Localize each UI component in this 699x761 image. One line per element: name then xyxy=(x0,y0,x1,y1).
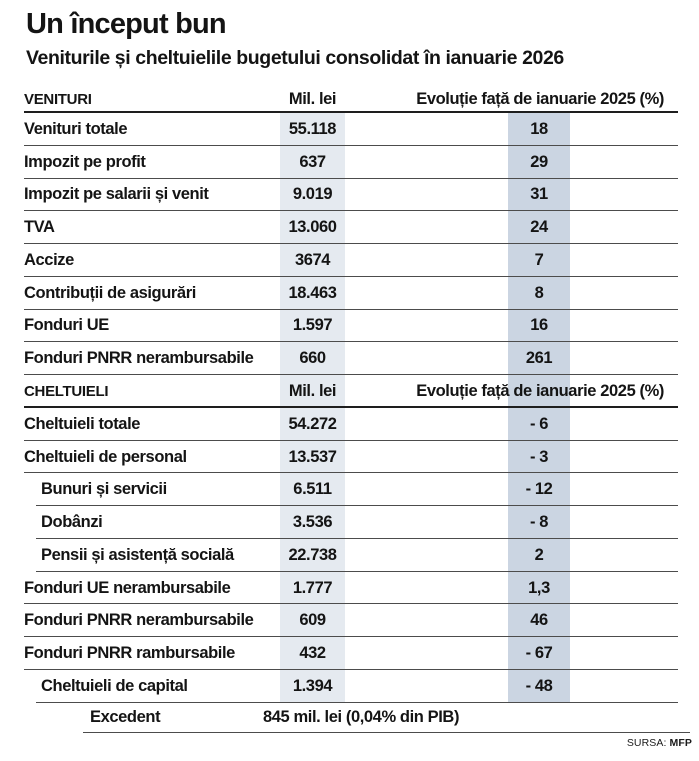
surplus-label: Excedent xyxy=(90,707,161,726)
evolution-column-header: Evoluție față de ianuarie 2025 (%) xyxy=(416,89,664,108)
row-label: Impozit pe profit xyxy=(24,152,146,171)
row-label: Fonduri PNRR rambursabile xyxy=(24,644,235,663)
row-label: Cheltuieli de personal xyxy=(24,447,187,466)
row-amount: 6.511 xyxy=(293,480,332,499)
row-evolution: 24 xyxy=(530,218,548,237)
row-amount: 3.536 xyxy=(292,513,333,532)
row-evolution: - 6 xyxy=(529,414,549,433)
amount-column-header: Mil. lei xyxy=(288,89,337,108)
row-evolution: 31 xyxy=(530,185,548,204)
row-evolution: 18 xyxy=(530,119,548,138)
row-amount: 9.019 xyxy=(292,185,333,204)
row-evolution: 29 xyxy=(530,152,548,171)
row-label: Impozit pe salarii și venit xyxy=(24,185,209,204)
row-label: Fonduri UE nerambursabile xyxy=(24,578,231,597)
row-evolution: - 67 xyxy=(525,644,553,663)
row-evolution: - 8 xyxy=(529,513,549,532)
evolution-column-header: Evoluție față de ianuarie 2025 (%) xyxy=(416,382,664,400)
row-evolution: - 12 xyxy=(525,480,553,499)
row-amount: 1.777 xyxy=(292,578,333,597)
table-row: Dobânzi 3.536 - 8 xyxy=(24,506,678,539)
row-evolution: 1,3 xyxy=(528,578,550,597)
row-amount: 609 xyxy=(299,611,326,630)
table-row: TVA 13.060 24 xyxy=(24,211,678,244)
row-label: Contribuții de asigurări xyxy=(24,283,196,302)
row-label: Accize xyxy=(24,250,74,269)
table-row: Fonduri PNRR nerambursabile 609 46 xyxy=(24,604,678,638)
table-row: Impozit pe salarii și venit 9.019 31 xyxy=(24,179,678,212)
row-amount: 13.537 xyxy=(288,447,337,466)
table-row: Fonduri UE nerambursabile 1.777 1,3 xyxy=(24,572,678,605)
row-evolution: - 3 xyxy=(529,447,549,466)
row-amount: 13.060 xyxy=(288,218,337,237)
row-amount: 55.118 xyxy=(288,119,337,138)
table-row: Fonduri UE 1.597 16 xyxy=(24,310,678,343)
row-amount: 432 xyxy=(299,644,326,663)
row-evolution: 8 xyxy=(534,283,544,302)
page-subtitle: Veniturile și cheltuielile bugetului con… xyxy=(26,47,564,69)
table-row: Venituri totale 55.118 18 xyxy=(24,113,678,146)
table-row: Fonduri PNRR nerambursabile 660 261 xyxy=(24,342,678,375)
row-amount: 1.394 xyxy=(292,676,333,695)
row-label: Fonduri PNRR nerambursabile xyxy=(24,611,254,630)
evolution-column-band xyxy=(508,113,570,703)
row-evolution: - 48 xyxy=(525,676,553,695)
row-evolution: 261 xyxy=(525,349,553,368)
section-header-venituri: VENITURI Mil. lei Evoluție față de ianuari… xyxy=(24,85,678,113)
row-amount: 1.597 xyxy=(292,316,333,335)
table-row: Fonduri PNRR rambursabile 432 - 67 xyxy=(24,637,678,670)
row-label: Cheltuieli totale xyxy=(24,414,141,433)
section-header-label: CHELTUIELI xyxy=(24,383,109,400)
section-header-label: VENITURI xyxy=(24,90,92,108)
table-row: Cheltuieli de capital 1.394 - 48 xyxy=(24,670,678,703)
budget-table: VENITURI Mil. lei Evoluție față de ianuari… xyxy=(24,85,690,733)
table-row: Cheltuieli de personal 13.537 - 3 xyxy=(24,441,678,474)
source-note: SURSA: MFP xyxy=(627,737,692,749)
surplus-value: 845 mil. lei (0,04% din PIB) xyxy=(263,707,460,726)
row-label: TVA xyxy=(24,218,55,237)
amount-column-band xyxy=(280,113,345,703)
row-evolution: 7 xyxy=(534,250,544,269)
row-amount: 54.272 xyxy=(288,414,337,433)
row-evolution: 46 xyxy=(530,611,548,630)
row-amount: 3674 xyxy=(294,250,331,269)
table-row: Impozit pe profit 637 29 xyxy=(24,146,678,179)
surplus-row: Excedent 845 mil. lei (0,04% din PIB) xyxy=(24,703,690,733)
row-label: Cheltuieli de capital xyxy=(41,676,188,695)
page-title: Un început bun xyxy=(26,8,227,40)
row-label: Fonduri PNRR nerambursabile xyxy=(24,349,254,368)
row-label: Venituri totale xyxy=(24,119,128,138)
source-value: MFP xyxy=(669,737,692,749)
source-label: SURSA: xyxy=(626,737,670,749)
amount-column-header: Mil. lei xyxy=(288,382,337,400)
row-label: Bunuri și servicii xyxy=(41,480,167,499)
row-label: Dobânzi xyxy=(41,513,103,532)
table-row: Bunuri și servicii 6.511 - 12 xyxy=(24,473,678,506)
table-row: Contribuții de asigurări 18.463 8 xyxy=(24,277,678,310)
table-row: Accize 3674 7 xyxy=(24,244,678,277)
section-header-cheltuieli: CHELTUIELI Mil. lei Evoluție față de ianua… xyxy=(24,375,678,408)
row-amount: 637 xyxy=(299,152,326,171)
row-evolution: 16 xyxy=(530,316,548,335)
row-amount: 22.738 xyxy=(288,545,337,564)
table-row: Pensii și asistență socială 22.738 2 xyxy=(24,539,678,572)
row-evolution: 2 xyxy=(534,545,544,564)
row-amount: 18.463 xyxy=(288,283,337,302)
row-label: Fonduri UE xyxy=(24,316,109,335)
row-label: Pensii și asistență socială xyxy=(41,545,234,564)
table-rows-container: VENITURI Mil. lei Evoluție față de ianuari… xyxy=(24,85,678,703)
row-amount: 660 xyxy=(299,349,326,368)
table-row: Cheltuieli totale 54.272 - 6 xyxy=(24,408,678,441)
